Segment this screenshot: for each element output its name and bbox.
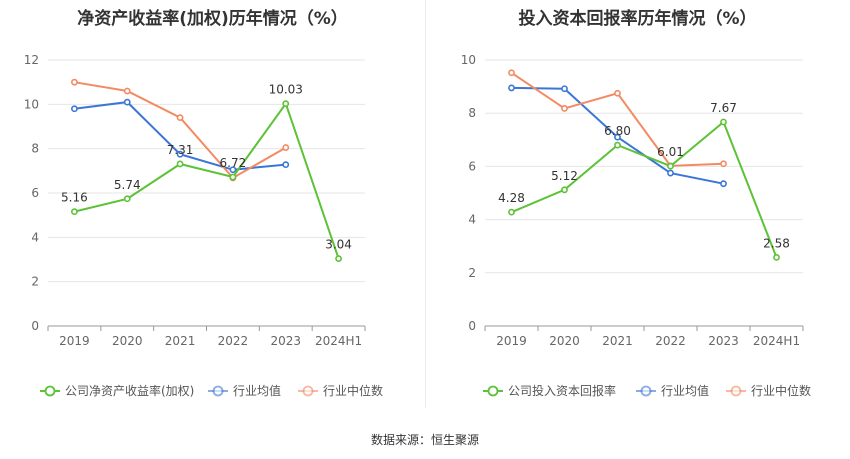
- data-point-company: [614, 141, 621, 149]
- x-tick-label: 2021: [602, 334, 633, 348]
- roe-chart-panel: 净资产收益率(加权)历年情况（%） 0 2 4 6 8 10 12 2019 2020 2021 2…: [0, 0, 425, 410]
- data-point-company: [71, 208, 78, 216]
- data-label: 2.58: [763, 236, 790, 250]
- roic-line-chart: 0 2 4 6 8 10 2019 2020 2021 2022 2023 2024H1 4.28 5.1…: [461, 53, 811, 398]
- x-tick-label: 2019: [59, 334, 90, 348]
- data-point-industry_avg: [176, 150, 184, 158]
- legend-label-industry_median: 行业中位数: [323, 383, 383, 398]
- data-point-company: [282, 100, 290, 108]
- data-point-company: [720, 118, 727, 126]
- data-point-industry_avg: [123, 98, 131, 106]
- x-tick-label: 2022: [655, 334, 686, 348]
- data-point-company: [667, 162, 674, 170]
- data-source-note: 数据来源：恒生聚源: [370, 433, 479, 447]
- y-tick-label: 8: [468, 106, 476, 120]
- data-point-industry_median: [614, 89, 621, 97]
- x-tick-label: 2024H1: [753, 334, 800, 348]
- data-point-industry_median: [508, 69, 515, 77]
- data-point-industry_median: [720, 160, 727, 168]
- legend-marker-industry_median: [302, 385, 314, 397]
- data-label: 3.04: [325, 238, 352, 252]
- legend-marker-industry_avg: [640, 385, 652, 397]
- data-label: 5.16: [61, 191, 88, 205]
- data-point-industry_avg: [614, 133, 621, 141]
- legend-label-company: 公司投入资本回报率: [508, 383, 616, 398]
- data-label: 6.80: [604, 124, 631, 138]
- data-label: 5.12: [551, 169, 578, 183]
- data-label: 7.67: [710, 101, 737, 115]
- data-label: 7.31: [167, 143, 194, 157]
- data-point-industry_median: [176, 114, 184, 122]
- y-tick-label: 2: [468, 266, 476, 280]
- data-point-company: [508, 208, 515, 216]
- data-label: 6.01: [657, 145, 684, 159]
- legend-label-industry_avg: 行业均值: [661, 383, 709, 398]
- y-tick-label: 6: [31, 186, 39, 200]
- data-label: 5.74: [114, 178, 141, 192]
- legend-marker-industry_avg: [212, 385, 224, 397]
- y-tick-label: 6: [468, 159, 476, 173]
- x-tick-label: 2023: [270, 334, 301, 348]
- data-point-company: [335, 255, 342, 263]
- roic-chart-panel: 投入资本回报率历年情况（%） 0 2 4 6 8 10 2019 2020 2021 2022 20…: [425, 0, 850, 410]
- x-tick-label: 2021: [165, 334, 196, 348]
- data-point-company: [123, 195, 131, 203]
- y-tick-label: 0: [31, 319, 39, 333]
- data-point-company: [229, 173, 237, 181]
- series-line-industry_median: [510, 71, 724, 167]
- series-line-industry_avg: [74, 101, 286, 171]
- data-label: 4.28: [498, 191, 525, 205]
- data-point-industry_median: [561, 105, 568, 112]
- legend-marker-company: [487, 385, 499, 397]
- data-label: 6.72: [220, 156, 247, 170]
- roe-chart-title: 净资产收益率(加权)历年情况（%）: [77, 9, 348, 29]
- legend-label-industry_avg: 行业均值: [233, 383, 281, 398]
- data-point-industry_avg: [71, 105, 78, 113]
- y-tick-label: 10: [24, 97, 39, 111]
- x-tick-label: 2024H1: [315, 334, 362, 348]
- data-label: 10.03: [269, 83, 303, 97]
- data-point-industry_median: [282, 144, 290, 151]
- y-tick-label: 12: [24, 53, 39, 67]
- roe-line-chart: 0 2 4 6 8 10 12 2019 2020 2021 2022 2023 2024H1 5.16 5…: [24, 53, 383, 398]
- x-tick-label: 2019: [496, 334, 527, 348]
- panel-divider: [425, 0, 426, 408]
- x-tick-label: 2023: [708, 334, 739, 348]
- roic-chart-title: 投入资本回报率历年情况（%）: [518, 9, 757, 29]
- x-tick-label: 2020: [112, 334, 143, 348]
- data-point-industry_median: [123, 87, 131, 95]
- legend-label-industry_median: 行业中位数: [751, 383, 811, 398]
- data-point-industry_avg: [561, 85, 568, 93]
- data-point-company: [176, 160, 184, 168]
- y-tick-label: 4: [31, 230, 39, 244]
- data-point-company: [561, 186, 568, 194]
- data-point-industry_avg: [667, 169, 674, 177]
- y-tick-label: 8: [31, 142, 39, 156]
- series-line-company: [74, 101, 340, 259]
- data-point-industry_median: [71, 78, 78, 86]
- x-tick-label: 2022: [218, 334, 249, 348]
- data-point-industry_avg: [508, 84, 515, 92]
- x-tick-label: 2020: [549, 334, 580, 348]
- data-point-industry_avg: [282, 161, 290, 169]
- series-line-company: [511, 120, 778, 258]
- y-tick-label: 0: [468, 319, 476, 333]
- data-point-company: [773, 253, 780, 261]
- legend-marker-industry_median: [730, 385, 742, 397]
- legend-label-company: 公司净资产收益率(加权): [65, 383, 194, 398]
- legend-marker-company: [44, 385, 56, 397]
- y-tick-label: 4: [468, 213, 476, 227]
- y-tick-label: 2: [31, 275, 39, 289]
- y-tick-label: 10: [461, 53, 476, 67]
- data-point-industry_avg: [229, 166, 237, 174]
- data-point-industry_avg: [720, 180, 727, 188]
